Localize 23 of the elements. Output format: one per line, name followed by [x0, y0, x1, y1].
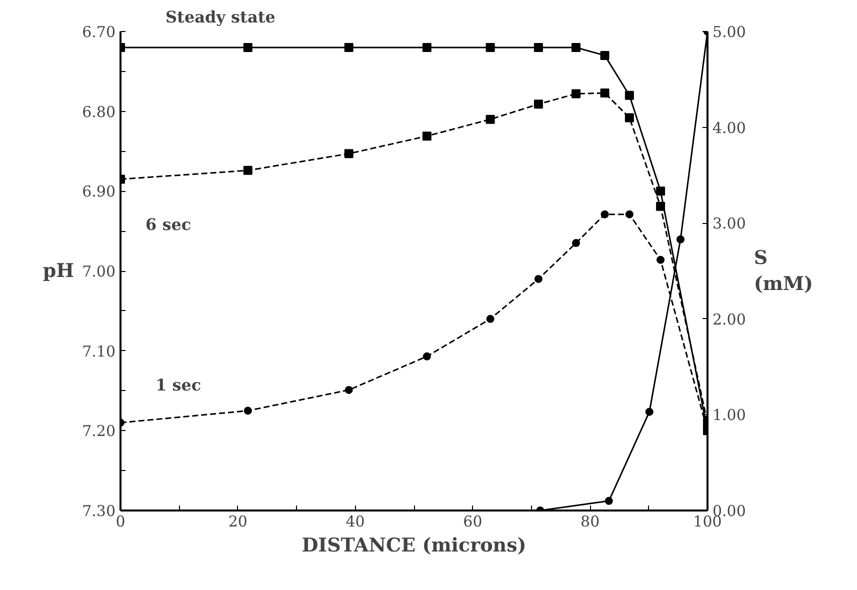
x-tick-label: 40 [346, 512, 365, 530]
y-axis-title: pH [42, 260, 74, 282]
x-tick-label: 60 [463, 512, 482, 530]
y-tick-label: 7.30 [82, 502, 116, 520]
y2-axis-title: S (mM) [754, 246, 814, 296]
y2-tick-label: 3.00 [712, 214, 746, 233]
y-tick-label: 6.70 [82, 23, 116, 41]
y-tick-label: 7.00 [82, 262, 116, 280]
x-tick-label: 20 [228, 512, 248, 530]
x-tick-label: 80 [580, 512, 600, 530]
y-tick-label: 6.90 [82, 182, 116, 201]
series-label: 1 sec [156, 376, 202, 395]
series-label: Steady state [166, 8, 276, 26]
y-tick-label: 7.10 [82, 342, 116, 360]
y2-tick-label: 1.00 [712, 406, 746, 424]
y2-tick-label: 4.00 [712, 118, 746, 137]
x-axis-title: DISTANCE (microns) [302, 534, 526, 556]
x-tick-label: 0 [116, 512, 126, 530]
y-tick-label: 7.20 [82, 422, 116, 440]
y2-tick-label: 5.00 [712, 23, 746, 41]
y-tick-label: 6.80 [82, 102, 116, 121]
y2-tick-label: 2.00 [712, 310, 746, 328]
text: 6 sec [146, 215, 192, 234]
